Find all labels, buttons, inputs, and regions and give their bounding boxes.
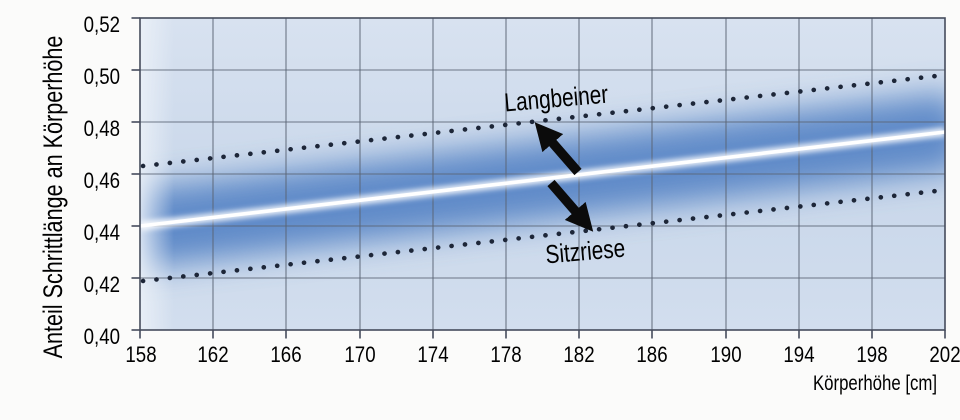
- y-tick-label: 0,48: [84, 118, 120, 142]
- x-tick-label: 198: [856, 344, 887, 368]
- x-tick-label: 182: [563, 344, 594, 368]
- x-axis-title: Körperhöhe [cm]: [813, 372, 937, 395]
- mean-line: [140, 127, 945, 231]
- sitzriese-arrow: [547, 179, 594, 232]
- x-tick-label: 194: [783, 344, 814, 368]
- axis-ticks: [131, 17, 946, 339]
- y-tick-label: 0,46: [84, 170, 120, 194]
- y-tick-label: 0,42: [84, 274, 120, 298]
- y-tick-label: 0,40: [84, 326, 120, 350]
- y-axis-title: Anteil Schrittlänge an Körperhöhe: [39, 36, 69, 359]
- gridlines: [140, 18, 945, 330]
- x-tick-label: 174: [417, 344, 448, 368]
- x-tick-label: 158: [125, 344, 156, 368]
- mean-line-core: [140, 130, 945, 228]
- x-tick-label: 190: [710, 344, 741, 368]
- x-tick-label: 166: [270, 344, 301, 368]
- y-tick-label: 0,52: [84, 14, 120, 38]
- x-tick-label: 178: [490, 344, 521, 368]
- annotation-arrows: [534, 122, 594, 232]
- langbeiner-arrow: [534, 122, 582, 176]
- x-tick-label: 202: [929, 344, 960, 368]
- y-tick-label: 0,44: [84, 222, 120, 246]
- x-tick-label: 170: [344, 344, 375, 368]
- x-tick-label: 186: [636, 344, 667, 368]
- y-axis-labels: 0,52 0,50 0,48 0,46 0,44 0,42 0,40: [84, 14, 120, 350]
- y-tick-label: 0,50: [84, 66, 120, 90]
- upper-boundary-line: [140, 72, 945, 169]
- x-axis-labels: 158 162 166 170 174 178 182 186 190 194 …: [125, 344, 960, 368]
- x-tick-label: 162: [197, 344, 228, 368]
- lower-boundary-line: [140, 187, 945, 284]
- boundary-lines: [140, 72, 945, 284]
- sitzriese-label: Sitzriese: [544, 233, 626, 269]
